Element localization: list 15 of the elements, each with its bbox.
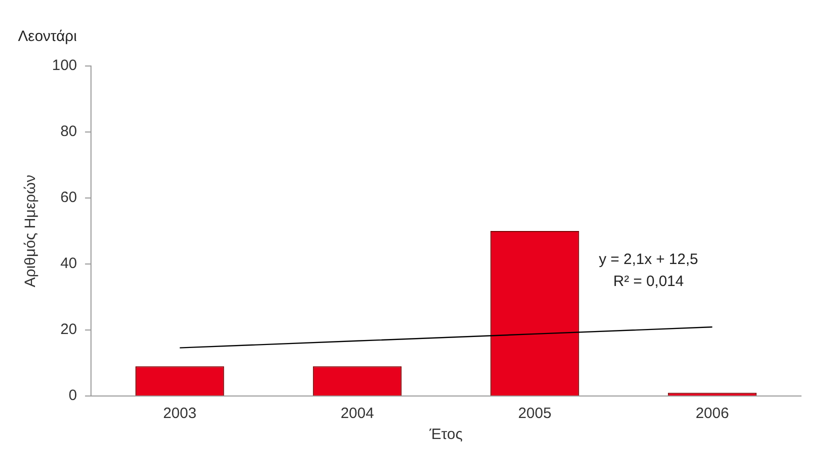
annotation: R² = 0,014 <box>613 273 684 290</box>
x-tick-label: 2005 <box>518 405 552 422</box>
y-tick-label: 100 <box>52 57 78 74</box>
y-tick-label: 60 <box>60 189 78 206</box>
y-tick-label: 20 <box>60 321 78 338</box>
y-axis-title: Αριθμός Ημερών <box>22 174 40 288</box>
x-tick-label: 2003 <box>163 405 196 422</box>
chart-title: Λεοντάρι <box>18 28 77 46</box>
annotation: y = 2,1x + 12,5 <box>598 251 698 268</box>
x-tick-label: 2004 <box>340 405 374 422</box>
x-tick-label: 2006 <box>696 405 729 422</box>
y-tick-label: 80 <box>60 123 78 140</box>
y-tick-label: 40 <box>60 255 78 272</box>
y-tick-label: 0 <box>68 387 78 404</box>
x-axis-title: Έτος <box>428 426 463 444</box>
